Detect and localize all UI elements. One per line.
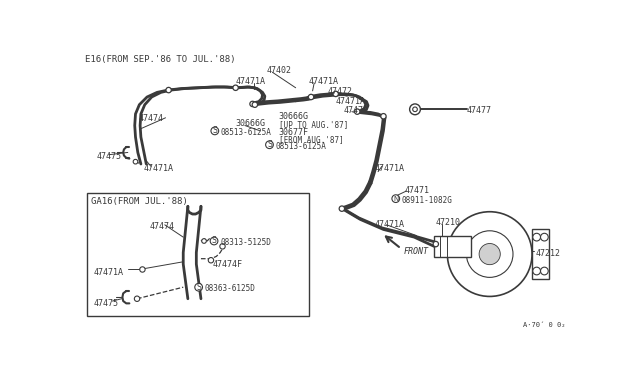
Text: 30677F: 30677F: [279, 128, 308, 137]
Text: 47474: 47474: [139, 114, 164, 123]
Circle shape: [392, 195, 399, 202]
Text: 47478: 47478: [344, 106, 369, 115]
Text: N: N: [393, 196, 398, 202]
Text: 47472: 47472: [328, 87, 353, 96]
Text: 30666G: 30666G: [279, 112, 308, 121]
Circle shape: [208, 257, 214, 263]
Circle shape: [355, 109, 360, 114]
Circle shape: [308, 94, 314, 100]
Text: 47471A: 47471A: [336, 97, 365, 106]
Text: S: S: [267, 140, 272, 149]
Text: 08513-6125A: 08513-6125A: [276, 142, 326, 151]
Text: 47471A: 47471A: [374, 220, 404, 229]
Text: 47210: 47210: [436, 218, 461, 227]
Text: 08911-1082G: 08911-1082G: [401, 196, 452, 205]
Circle shape: [250, 101, 255, 107]
Text: [FROM AUG.'87]: [FROM AUG.'87]: [279, 135, 344, 144]
Text: A·70´ 0 0₂: A·70´ 0 0₂: [523, 322, 565, 328]
Circle shape: [202, 239, 206, 243]
Text: 47475: 47475: [93, 299, 118, 308]
Bar: [435, 235, 471, 257]
Circle shape: [533, 233, 541, 241]
Circle shape: [467, 231, 513, 278]
Text: [UP TO AUG.'87]: [UP TO AUG.'87]: [279, 120, 348, 129]
Text: S: S: [196, 283, 201, 292]
Circle shape: [233, 85, 238, 90]
Circle shape: [133, 159, 138, 164]
Text: 47471A: 47471A: [308, 77, 339, 86]
Circle shape: [210, 237, 218, 245]
Text: S: S: [212, 237, 216, 246]
Circle shape: [134, 296, 140, 301]
Circle shape: [333, 91, 339, 97]
Circle shape: [339, 206, 344, 211]
Text: 30666G: 30666G: [236, 119, 266, 128]
Text: E16(FROM SEP.'86 TO JUL.'88): E16(FROM SEP.'86 TO JUL.'88): [84, 55, 235, 64]
Circle shape: [447, 212, 532, 296]
Circle shape: [433, 241, 438, 247]
Circle shape: [381, 113, 386, 119]
Text: GA16(FROM JUL.'88): GA16(FROM JUL.'88): [91, 197, 188, 206]
Bar: [532, 230, 549, 279]
Text: 47471A: 47471A: [374, 164, 404, 173]
Text: 47474F: 47474F: [212, 260, 243, 269]
Text: S: S: [212, 126, 217, 135]
Text: 47474: 47474: [149, 222, 174, 231]
Circle shape: [220, 244, 225, 249]
Circle shape: [266, 141, 273, 148]
Circle shape: [166, 87, 172, 93]
Circle shape: [140, 267, 145, 272]
Circle shape: [413, 107, 417, 112]
Text: 47471A: 47471A: [236, 77, 266, 86]
Text: 47471A: 47471A: [143, 164, 173, 173]
Circle shape: [195, 283, 202, 291]
Text: 08313-5125D: 08313-5125D: [220, 238, 271, 247]
Text: 47477: 47477: [467, 106, 492, 115]
Text: 47402: 47402: [266, 66, 291, 75]
Text: 47471A: 47471A: [93, 268, 123, 277]
Circle shape: [211, 127, 219, 135]
Text: 47212: 47212: [536, 249, 561, 258]
Circle shape: [410, 104, 420, 115]
Text: FRONT: FRONT: [403, 247, 428, 256]
Circle shape: [541, 267, 548, 275]
Circle shape: [479, 244, 500, 264]
Circle shape: [541, 233, 548, 241]
Text: 47471: 47471: [405, 186, 430, 195]
Text: 08363-6125D: 08363-6125D: [205, 284, 255, 293]
Text: 47475: 47475: [97, 153, 122, 161]
Circle shape: [533, 267, 541, 275]
Circle shape: [252, 102, 257, 108]
Bar: [87, 193, 308, 317]
Text: 08513-6125A: 08513-6125A: [220, 128, 271, 137]
